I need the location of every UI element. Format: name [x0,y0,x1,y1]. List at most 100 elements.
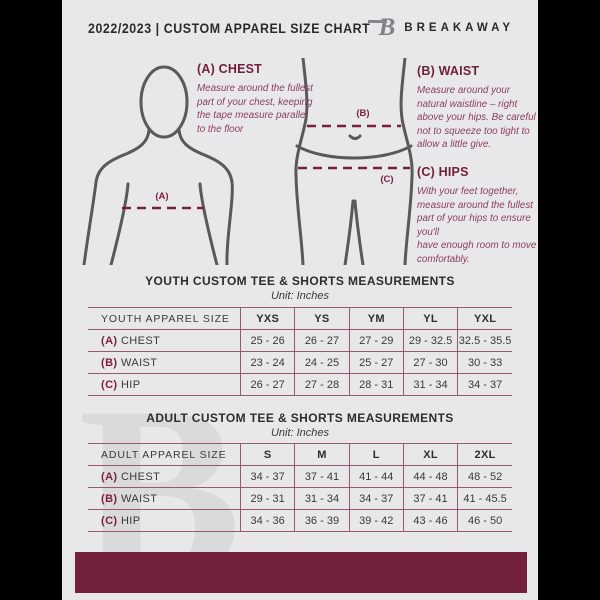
value-cell: 25 - 27 [348,351,404,374]
value-cell: 36 - 39 [294,509,350,532]
navel-mark [348,134,362,140]
column-header: XL [402,443,459,466]
column-header: L [348,443,404,466]
table-header-row: YOUTH APPAREL SIZE YXS YS YM YL YXL [88,307,512,330]
head-outline [139,65,189,139]
brand-name: BREAKAWAY [404,21,514,34]
left-inner-leg-outline [343,199,355,265]
row-key: (C) [101,514,118,527]
table-row: (B) WAIST 29 - 31 31 - 34 34 - 37 37 - 4… [88,487,512,510]
row-name: WAIST [120,356,158,369]
table-row: (C) HIP 34 - 36 36 - 39 39 - 42 43 - 46 … [88,509,512,532]
table-header-row: ADULT APPAREL SIZE S M L XL 2XL [88,443,512,466]
youth-size-table: YOUTH APPAREL SIZE YXS YS YM YL YXL (A) … [88,307,512,396]
value-cell: 27 - 28 [294,373,350,396]
row-label-cell: (C) HIP [88,373,241,396]
adult-table-unit: Unit: Inches [270,427,330,439]
value-cell: 26 - 27 [294,329,350,352]
value-cell: 27 - 29 [348,329,404,352]
value-cell: 37 - 41 [402,487,459,510]
footer-accent-bar [75,552,527,593]
youth-table-title: YOUTH CUSTOM TEE & SHORTS MEASUREMENTS [145,274,455,288]
hip-marker-label: (C) [380,174,393,185]
value-cell: 31 - 34 [402,373,459,396]
left-shoulder-arm-outline [82,128,151,265]
right-inner-arm-outline [198,182,219,265]
column-header: M [294,443,350,466]
value-cell: 34 - 37 [239,465,296,488]
row-key: (A) [101,334,118,347]
table-row: (A) CHEST 34 - 37 37 - 41 41 - 44 44 - 4… [88,465,512,488]
column-header: S [239,443,296,466]
value-cell: 39 - 42 [348,509,404,532]
value-cell: 46 - 50 [457,509,512,532]
value-cell: 27 - 30 [402,351,459,374]
row-name: CHEST [120,334,161,347]
table-row: (B) WAIST 23 - 24 24 - 25 25 - 27 27 - 3… [88,351,512,374]
right-inner-leg-outline [353,199,365,265]
row-key: (A) [101,470,118,483]
value-cell: 34 - 36 [239,509,296,532]
chest-text: Measure around the fullest part of your … [197,83,313,135]
breakaway-b-logo-icon: B [367,15,395,40]
value-cell: 34 - 37 [457,373,512,396]
size-chart-page: 2022/2023 | CUSTOM APPAREL SIZE CHART B … [62,0,538,600]
value-cell: 32.5 - 35.5 [457,329,512,352]
value-cell: 41 - 45.5 [457,487,512,510]
value-cell: 41 - 44 [348,465,404,488]
chest-heading: (A) CHEST [197,62,262,76]
value-cell: 37 - 41 [294,465,350,488]
adult-table-title: ADULT CUSTOM TEE & SHORTS MEASUREMENTS [146,411,454,425]
row-key: (B) [101,356,118,369]
row-key: (C) [101,378,118,391]
value-cell: 48 - 52 [457,465,512,488]
column-header: YOUTH APPAREL SIZE [88,307,241,330]
column-header: ADULT APPAREL SIZE [88,443,241,466]
row-name: CHEST [120,470,161,483]
youth-table-unit: Unit: Inches [270,290,330,302]
value-cell: 30 - 33 [457,351,512,374]
chest-instructions: (A) CHEST Measure around the fullest par… [197,62,313,136]
value-cell: 29 - 31 [239,487,296,510]
row-label-cell: (A) CHEST [88,465,241,488]
waist-text: Measure around your natural waistline – … [417,85,536,151]
row-label-cell: (B) WAIST [88,487,241,510]
waist-instructions: (B) WAIST Measure around your natural wa… [417,64,538,152]
left-inner-arm-outline [109,182,130,265]
chest-marker-label: (A) [155,191,168,202]
row-key: (B) [101,492,118,505]
hips-text: With your feet together, measure around … [417,186,537,265]
value-cell: 31 - 34 [294,487,350,510]
column-header: YL [402,307,459,330]
lower-body-figure: (B) (C) [294,58,414,265]
value-cell: 24 - 25 [294,351,350,374]
table-row: (A) CHEST 25 - 26 26 - 27 27 - 29 29 - 3… [88,329,512,352]
left-hip-leg-outline [294,58,309,265]
value-cell: 29 - 32.5 [402,329,459,352]
right-shoulder-arm-outline [177,128,234,265]
hip-curve-outline [295,144,413,160]
hips-heading: (C) HIPS [417,165,469,179]
row-name: HIP [120,514,141,527]
value-cell: 44 - 48 [402,465,459,488]
value-cell: 28 - 31 [348,373,404,396]
right-hip-leg-outline [399,58,414,265]
column-header: YM [348,307,404,330]
row-label-cell: (A) CHEST [88,329,241,352]
waist-heading: (B) WAIST [417,64,480,78]
value-cell: 25 - 26 [239,329,296,352]
adult-size-table: ADULT APPAREL SIZE S M L XL 2XL (A) CHES… [88,443,512,532]
column-header: YXL [457,307,512,330]
value-cell: 43 - 46 [402,509,459,532]
torso-figure: (A) [82,65,234,265]
column-header: 2XL [457,443,512,466]
hips-instructions: (C) HIPS With your feet together, measur… [417,165,538,266]
page-title: 2022/2023 | CUSTOM APPAREL SIZE CHART [88,21,371,36]
brand-block: B BREAKAWAY [367,15,514,40]
value-cell: 23 - 24 [239,351,296,374]
value-cell: 26 - 27 [239,373,296,396]
row-label-cell: (C) HIP [88,509,241,532]
row-name: HIP [120,378,141,391]
table-row: (C) HIP 26 - 27 27 - 28 28 - 31 31 - 34 … [88,373,512,396]
value-cell: 34 - 37 [348,487,404,510]
